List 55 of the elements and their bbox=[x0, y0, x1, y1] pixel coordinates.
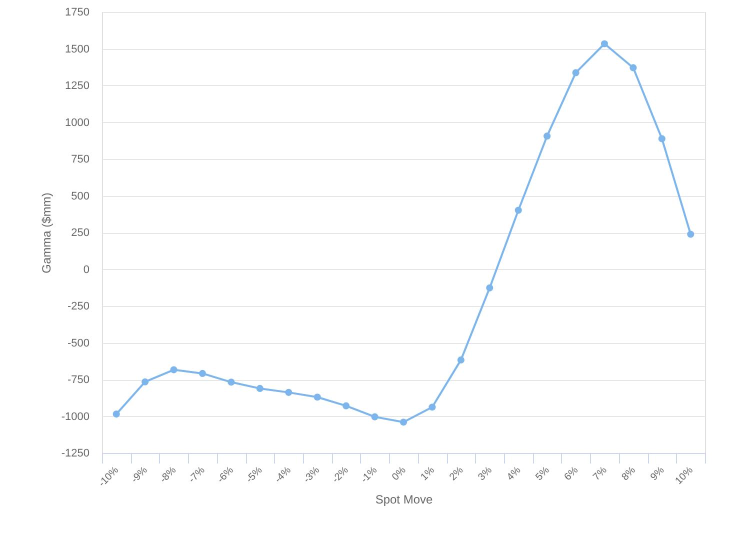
y-tick-label: -500 bbox=[67, 337, 90, 350]
point bbox=[142, 378, 149, 386]
x-tick-label: 6% bbox=[562, 464, 581, 483]
x-tick-label: -5% bbox=[244, 464, 265, 486]
x-tick-label: -2% bbox=[330, 464, 351, 486]
x-tick-label: -9% bbox=[129, 464, 150, 486]
x-tick-label: 2% bbox=[448, 464, 466, 483]
y-tick-label: 1500 bbox=[65, 43, 90, 56]
x-tick-label: -3% bbox=[302, 464, 322, 486]
y-tick-label: 500 bbox=[71, 190, 90, 202]
x-tick-label: 9% bbox=[648, 464, 667, 483]
x-tick-label: 5% bbox=[534, 464, 552, 483]
y-tick-label: 0 bbox=[83, 264, 90, 276]
point bbox=[170, 366, 178, 374]
x-tick-label: 1% bbox=[418, 464, 438, 483]
point bbox=[228, 378, 235, 386]
point bbox=[400, 418, 408, 426]
point bbox=[486, 284, 494, 292]
point bbox=[285, 388, 292, 396]
y-tick-label: -1000 bbox=[61, 410, 90, 423]
x-tick-label: -4% bbox=[273, 464, 294, 486]
point bbox=[658, 135, 666, 142]
x-tick-label: 3% bbox=[476, 464, 494, 483]
x-tick-label: 0% bbox=[390, 464, 408, 483]
y-tick-label: -1250 bbox=[61, 448, 90, 460]
point bbox=[572, 69, 580, 76]
point bbox=[544, 132, 551, 140]
y-tick-label: 250 bbox=[71, 227, 90, 239]
x-tick-label: -7% bbox=[186, 464, 208, 486]
x-tick-label: 4% bbox=[505, 464, 524, 483]
point bbox=[371, 413, 378, 420]
point bbox=[342, 402, 350, 410]
y-tick-label: -250 bbox=[67, 300, 90, 312]
y-tick-label: 1750 bbox=[65, 6, 90, 18]
y-tick-label: 750 bbox=[71, 154, 90, 166]
point bbox=[112, 410, 120, 418]
x-tick-label: 8% bbox=[620, 464, 638, 483]
point bbox=[428, 404, 436, 411]
y-tick-label: -750 bbox=[67, 374, 90, 386]
x-tick-label: 7% bbox=[591, 464, 610, 483]
x-tick-label: -8% bbox=[158, 464, 179, 486]
point bbox=[314, 394, 321, 401]
point bbox=[198, 370, 206, 377]
y-tick-label: 1250 bbox=[65, 80, 90, 92]
point bbox=[687, 230, 694, 238]
point bbox=[457, 356, 464, 364]
point bbox=[600, 40, 608, 48]
point bbox=[514, 206, 522, 214]
point bbox=[630, 64, 637, 72]
y-axis-title: Gamma ($mm) bbox=[39, 192, 54, 274]
x-tick-label: -6% bbox=[216, 464, 236, 486]
y-tick-label: 1000 bbox=[65, 116, 90, 129]
x-tick-label: -1% bbox=[359, 464, 380, 486]
point bbox=[256, 384, 264, 392]
x-axis-title: Spot Move bbox=[375, 492, 433, 507]
